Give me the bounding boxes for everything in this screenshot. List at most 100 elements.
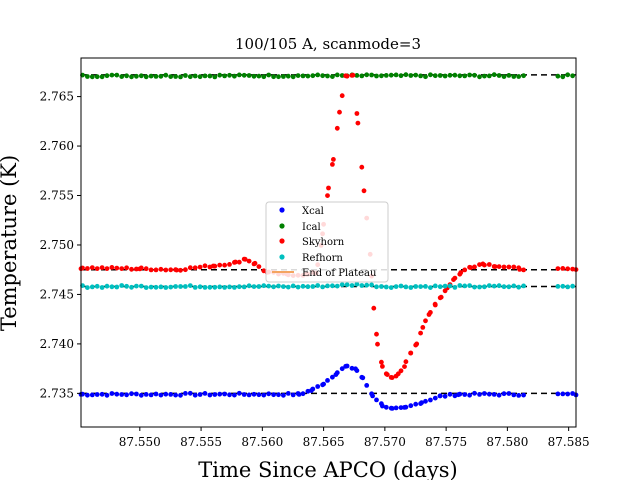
data-point	[153, 284, 159, 290]
data-point	[148, 73, 154, 79]
data-point	[442, 393, 448, 399]
data-point	[521, 267, 526, 273]
data-point	[232, 392, 237, 398]
data-point	[472, 390, 477, 396]
data-point	[380, 364, 385, 369]
data-point	[310, 73, 316, 79]
data-point	[246, 258, 252, 264]
data-point	[379, 284, 384, 289]
data-point	[517, 267, 522, 272]
data-point	[403, 284, 409, 290]
data-point	[408, 403, 414, 409]
data-point	[418, 73, 423, 79]
data-point	[173, 392, 179, 398]
data-point	[482, 284, 487, 290]
data-point	[344, 282, 350, 288]
data-point	[153, 391, 159, 397]
data-point	[251, 391, 257, 397]
data-point	[383, 73, 389, 78]
x-tick-label: 87.575	[425, 435, 467, 449]
data-point	[452, 72, 458, 78]
x-tick-label: 87.585	[548, 435, 590, 449]
data-point	[501, 264, 507, 270]
data-point	[447, 391, 453, 397]
y-axis-ticks: 2.735 2.740 2.745 2.750 2.755 2.760 2.765	[40, 90, 81, 400]
data-point	[129, 284, 134, 290]
data-point	[486, 283, 492, 288]
data-point	[389, 375, 395, 380]
data-point	[354, 281, 360, 287]
data-point	[271, 284, 276, 290]
data-point	[197, 284, 203, 290]
data-point	[462, 392, 468, 397]
y-tick-label: 2.760	[40, 139, 74, 153]
data-point	[325, 283, 330, 289]
y-tick-label: 2.755	[40, 189, 74, 203]
data-point	[251, 73, 257, 79]
data-point	[462, 73, 468, 79]
data-point	[389, 406, 395, 411]
data-point	[192, 73, 198, 79]
data-point	[119, 392, 125, 397]
data-point	[202, 285, 208, 290]
data-point	[158, 73, 164, 79]
data-point	[383, 404, 389, 410]
data-point	[565, 284, 571, 290]
data-point	[89, 265, 95, 270]
data-point	[337, 109, 342, 115]
data-point	[496, 392, 502, 398]
data-point	[420, 325, 426, 330]
data-point	[414, 341, 420, 347]
data-point	[285, 73, 291, 79]
data-point	[408, 73, 414, 78]
data-point	[486, 73, 492, 79]
data-point	[560, 266, 566, 271]
data-point	[472, 264, 477, 270]
series-skyhorn	[78, 72, 579, 380]
data-point	[119, 74, 125, 79]
data-point	[114, 284, 120, 290]
data-point	[384, 372, 390, 377]
data-point	[491, 283, 497, 289]
data-point	[361, 188, 367, 194]
legend-marker-skyhorn	[279, 238, 285, 244]
data-point	[511, 283, 517, 289]
data-point	[432, 73, 438, 79]
data-point	[423, 398, 428, 404]
data-point	[491, 392, 497, 397]
data-point	[207, 392, 213, 398]
data-point	[227, 262, 232, 267]
data-point	[477, 74, 482, 80]
data-point	[457, 283, 463, 288]
data-point	[359, 164, 365, 170]
data-point	[109, 72, 115, 78]
data-point	[359, 73, 365, 79]
data-point	[458, 270, 464, 275]
data-point	[418, 330, 423, 336]
data-point	[227, 392, 232, 398]
data-point	[281, 74, 286, 79]
data-point	[315, 384, 321, 389]
data-point	[339, 366, 345, 372]
data-point	[467, 392, 472, 398]
data-point	[325, 193, 330, 199]
data-point	[388, 72, 394, 78]
data-point	[477, 392, 482, 397]
data-point	[375, 341, 380, 347]
plot-area: 87.550 87.555 87.560 87.565 87.570 87.575 87.5…	[40, 57, 590, 449]
data-point	[114, 265, 120, 271]
data-point	[339, 282, 345, 288]
data-point	[285, 284, 291, 290]
data-point	[242, 256, 248, 262]
data-point	[511, 264, 517, 270]
data-point	[398, 368, 404, 374]
data-point	[256, 392, 262, 398]
data-point	[227, 284, 232, 290]
data-point	[143, 392, 149, 397]
data-point	[447, 72, 453, 78]
data-point	[138, 392, 144, 398]
data-point	[305, 284, 311, 290]
data-point	[138, 265, 144, 271]
data-point	[360, 375, 366, 381]
data-point	[124, 283, 129, 289]
